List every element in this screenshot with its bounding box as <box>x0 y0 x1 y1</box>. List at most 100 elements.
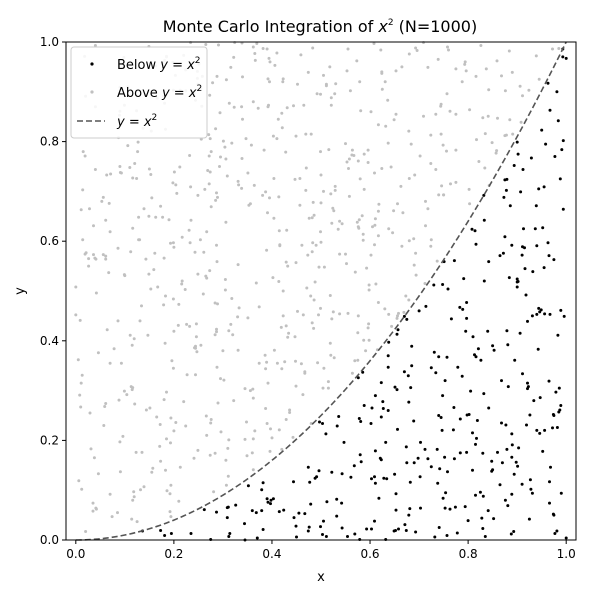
above-point <box>79 381 83 385</box>
below-point <box>381 407 385 410</box>
below-point <box>225 516 229 520</box>
above-point <box>415 49 419 52</box>
below-point <box>487 260 491 264</box>
below-point <box>555 90 559 94</box>
above-point <box>212 490 216 494</box>
above-point <box>225 174 229 178</box>
below-point <box>335 424 339 428</box>
above-point <box>108 492 112 496</box>
above-point <box>468 108 472 112</box>
below-point <box>547 254 551 258</box>
above-point <box>353 359 357 363</box>
above-point <box>296 309 299 313</box>
below-point <box>260 509 264 513</box>
above-point <box>180 282 184 286</box>
above-point <box>346 311 350 315</box>
above-point <box>269 427 272 431</box>
below-point <box>309 502 313 506</box>
above-point <box>271 276 275 280</box>
above-point <box>78 318 82 322</box>
above-point <box>122 389 126 393</box>
above-point <box>215 327 218 331</box>
y-axis-ticks: 0.0 0.2 0.4 0.6 0.8 1.0 <box>40 35 66 547</box>
above-point <box>376 234 380 238</box>
above-point <box>407 239 411 243</box>
below-point <box>533 227 537 231</box>
above-point <box>371 225 374 229</box>
above-point <box>204 414 208 418</box>
below-point <box>406 374 410 378</box>
above-point <box>132 490 136 494</box>
above-point <box>189 185 193 189</box>
below-point <box>246 484 250 488</box>
above-point <box>400 65 404 69</box>
below-point <box>441 496 445 500</box>
above-point <box>128 333 132 337</box>
above-point <box>144 257 148 261</box>
above-point <box>429 133 433 137</box>
below-point <box>466 519 470 523</box>
above-point <box>240 105 244 109</box>
above-point <box>261 193 265 197</box>
above-point <box>281 314 285 318</box>
below-point <box>340 501 344 505</box>
below-point <box>243 522 246 526</box>
below-point <box>408 507 412 511</box>
below-point <box>159 529 163 532</box>
above-point <box>177 302 181 306</box>
above-point <box>434 168 438 171</box>
below-point <box>557 410 561 414</box>
above-point <box>414 46 418 50</box>
below-point <box>506 504 510 508</box>
above-point <box>322 189 325 193</box>
above-point <box>338 219 342 223</box>
above-point <box>373 217 377 221</box>
above-point <box>309 294 313 298</box>
below-point <box>542 185 546 189</box>
below-point <box>520 482 524 486</box>
above-point <box>366 326 370 330</box>
above-point <box>104 257 108 261</box>
above-point <box>272 348 276 352</box>
above-point <box>128 166 132 169</box>
below-point <box>464 329 468 333</box>
above-point <box>284 418 288 421</box>
above-point <box>369 110 373 114</box>
above-point <box>240 186 244 190</box>
above-point <box>205 230 209 234</box>
above-point <box>380 70 384 74</box>
above-point <box>161 215 165 219</box>
above-point <box>407 129 411 133</box>
below-point <box>490 469 494 473</box>
above-point <box>329 192 333 196</box>
above-point <box>407 52 411 56</box>
above-point <box>367 283 371 287</box>
below-point <box>535 312 539 316</box>
above-point <box>168 492 172 496</box>
below-point <box>548 480 551 484</box>
below-point <box>335 497 339 501</box>
below-point <box>520 253 524 257</box>
above-point <box>418 154 422 158</box>
below-point <box>514 460 518 464</box>
below-point <box>482 193 486 197</box>
below-point <box>453 505 457 509</box>
below-point <box>465 450 469 454</box>
below-point <box>378 456 382 460</box>
above-point <box>94 507 98 511</box>
above-point <box>194 335 198 339</box>
x-tick-label: 1.0 <box>557 547 576 561</box>
above-point <box>314 243 318 247</box>
above-point <box>387 227 391 231</box>
below-point <box>552 414 556 417</box>
above-point <box>252 183 256 187</box>
below-point <box>500 421 503 425</box>
above-point <box>302 103 306 107</box>
y-axis-label: y <box>13 287 28 295</box>
above-point <box>310 250 314 254</box>
above-point <box>140 450 144 454</box>
above-point <box>188 324 192 328</box>
above-point <box>293 335 297 339</box>
above-point <box>262 148 266 152</box>
above-point <box>347 167 350 170</box>
